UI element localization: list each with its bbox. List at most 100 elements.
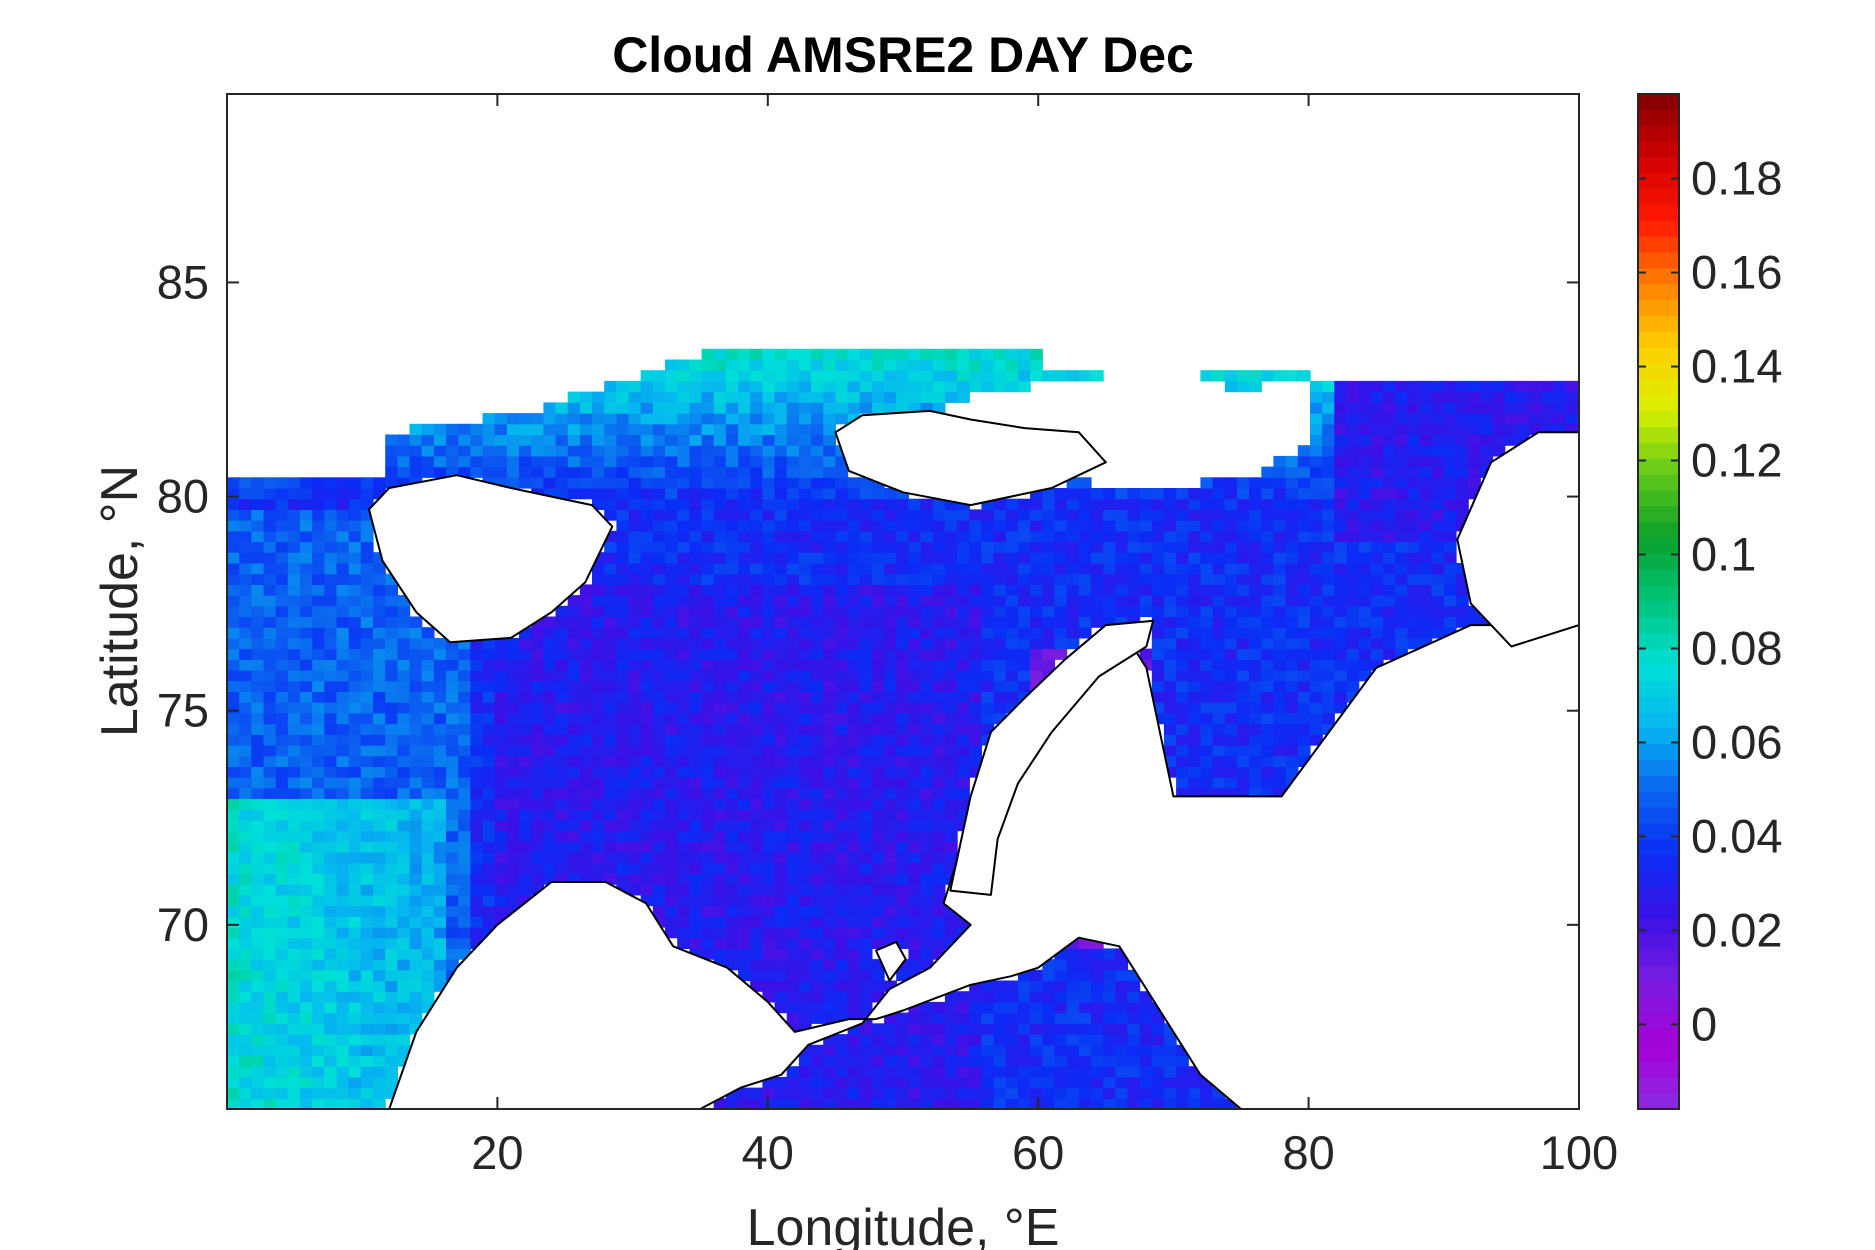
heatmap-cell [798, 1012, 812, 1024]
heatmap-cell [446, 948, 459, 960]
heatmap-cell [701, 745, 715, 757]
heatmap-cell [628, 691, 642, 703]
heatmap-cell [275, 1087, 289, 1099]
heatmap-cell [1212, 755, 1226, 767]
heatmap-cell [592, 648, 605, 660]
heatmap-cell [409, 648, 423, 660]
heatmap-cell [1443, 413, 1457, 425]
heatmap-cell [494, 894, 508, 907]
heatmap-cell [433, 691, 447, 703]
heatmap-cell [1103, 1076, 1116, 1089]
heatmap-cell [725, 370, 739, 382]
heatmap-cell [1285, 659, 1299, 671]
heatmap-cell [774, 488, 788, 500]
heatmap-cell [871, 959, 885, 971]
heatmap-cell [920, 1001, 934, 1014]
heatmap-cell [592, 402, 605, 414]
heatmap-cell [738, 477, 751, 489]
heatmap-cell [738, 423, 751, 436]
heatmap-cell [251, 1012, 265, 1024]
heatmap-cell [324, 852, 338, 864]
heatmap-cell [689, 745, 703, 757]
heatmap-cell [811, 348, 824, 361]
heatmap-cell [385, 605, 398, 618]
heatmap-cell [628, 755, 642, 767]
heatmap-cell [665, 541, 678, 553]
heatmap-cell [969, 1012, 982, 1024]
heatmap-cell [543, 809, 557, 821]
heatmap-cell [239, 852, 252, 864]
heatmap-cell [348, 680, 362, 692]
heatmap-cell [786, 659, 800, 671]
heatmap-cell [1176, 584, 1189, 596]
heatmap-cell [348, 616, 362, 628]
heatmap-cell [348, 595, 362, 607]
heatmap-cell [446, 937, 459, 949]
heatmap-cell [543, 477, 557, 489]
heatmap-cell [1468, 445, 1481, 457]
heatmap-cell [896, 584, 909, 596]
heatmap-cell [823, 680, 836, 692]
heatmap-cell [884, 370, 897, 382]
heatmap-cell [1334, 423, 1348, 436]
heatmap-cell [750, 884, 763, 896]
heatmap-cell [677, 916, 690, 928]
heatmap-cell [713, 488, 727, 500]
heatmap-cell [300, 477, 313, 489]
heatmap-cell [1236, 766, 1250, 778]
heatmap-cell [1419, 584, 1433, 596]
heatmap-cell [287, 787, 301, 800]
heatmap-cell [1443, 595, 1457, 607]
colorbar-swatch [1638, 902, 1679, 920]
heatmap-cell [1054, 1001, 1068, 1014]
heatmap-cell [397, 969, 411, 982]
heatmap-cell [811, 477, 824, 489]
heatmap-cell [506, 423, 520, 436]
heatmap-cell [519, 862, 532, 874]
heatmap-cell [896, 937, 909, 949]
heatmap-cell [616, 477, 630, 489]
heatmap-cell [896, 755, 909, 767]
heatmap-cell [725, 584, 739, 596]
heatmap-cell [823, 841, 836, 853]
heatmap-cell [616, 873, 630, 885]
heatmap-cell [1054, 948, 1068, 960]
heatmap-cell [1383, 488, 1396, 500]
heatmap-cell [1066, 552, 1080, 564]
heatmap-cell [677, 477, 690, 489]
heatmap-cell [640, 520, 654, 532]
heatmap-cell [1419, 455, 1433, 468]
heatmap-cell [628, 680, 642, 692]
heatmap-cell [993, 380, 1007, 393]
heatmap-cell [762, 862, 776, 874]
heatmap-cell [275, 830, 289, 842]
heatmap-cell [1370, 595, 1384, 607]
heatmap-cell [1285, 605, 1299, 618]
heatmap-cell [774, 1087, 788, 1099]
heatmap-cell [798, 969, 812, 982]
heatmap-cell [944, 734, 958, 746]
heatmap-cell [1005, 498, 1019, 510]
heatmap-cell [677, 841, 690, 853]
heatmap-cell [774, 434, 788, 446]
heatmap-cell [458, 862, 471, 874]
colorbar-swatch [1638, 871, 1679, 888]
heatmap-cell [494, 830, 508, 842]
heatmap-cell [348, 927, 362, 939]
heatmap-cell [774, 927, 788, 939]
heatmap-cell [1297, 552, 1311, 564]
heatmap-cell [373, 670, 386, 682]
heatmap-cell [1261, 552, 1275, 564]
heatmap-cell [677, 745, 690, 757]
heatmap-cell [1176, 712, 1189, 725]
heatmap-cell [713, 380, 727, 393]
heatmap-cell [628, 745, 642, 757]
heatmap-cell [871, 894, 885, 907]
heatmap-cell [385, 969, 398, 982]
heatmap-cell [920, 948, 934, 960]
colorbar-tick-label: 0.02 [1691, 903, 1782, 956]
heatmap-cell [433, 980, 447, 992]
heatmap-cell [969, 520, 982, 532]
heatmap-cell [312, 1066, 325, 1078]
heatmap-cell [1322, 573, 1335, 585]
